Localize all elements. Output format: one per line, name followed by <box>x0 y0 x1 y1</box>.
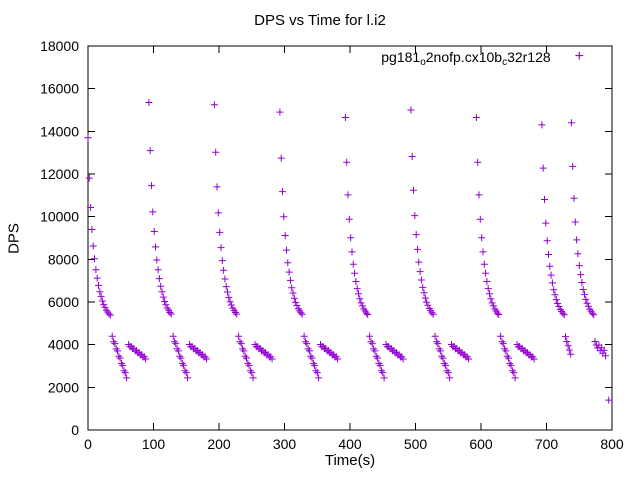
x-tick-label: 300 <box>273 436 297 452</box>
y-axis-label: DPS <box>5 223 23 254</box>
legend: pg181o2nofp.cx10bc32r128 + <box>381 48 584 69</box>
legend-label-part: 32r128 <box>507 49 551 65</box>
series-points <box>84 99 613 404</box>
y-tick-label: 16000 <box>40 81 79 97</box>
plot-border <box>87 45 613 431</box>
x-axis-label: Time(s) <box>324 452 376 469</box>
x-tick-label: 600 <box>469 436 493 452</box>
legend-label-part: pg181 <box>381 49 421 65</box>
x-tick-label: 800 <box>600 436 624 452</box>
y-tick-label: 18000 <box>40 38 79 54</box>
y-tick-label: 6000 <box>48 294 79 310</box>
x-tick-label: 400 <box>338 436 362 452</box>
x-tick-label: 100 <box>142 436 166 452</box>
legend-label-part: 2nofp.cx10b <box>425 49 503 65</box>
y-tick-label: 8000 <box>48 251 79 267</box>
y-tick-label: 12000 <box>40 166 79 182</box>
legend-label-subscript: c <box>502 57 508 68</box>
y-tick-label: 14000 <box>40 123 79 139</box>
legend-label: pg181o2nofp.cx10bc32r128 <box>381 49 551 68</box>
y-tick-label: 4000 <box>48 337 79 353</box>
x-tick-label: 200 <box>207 436 231 452</box>
x-tick-label: 700 <box>535 436 559 452</box>
x-tick-label: 500 <box>404 436 428 452</box>
x-tick-label: 0 <box>84 436 92 452</box>
chart-title: DPS vs Time for l.i2 <box>254 12 386 29</box>
legend-marker-icon: + <box>574 48 584 65</box>
y-tick-label: 10000 <box>40 209 79 225</box>
legend-label-subscript: o <box>420 57 426 68</box>
y-tick-label: 2000 <box>48 379 79 395</box>
y-tick-label: 0 <box>71 422 79 438</box>
